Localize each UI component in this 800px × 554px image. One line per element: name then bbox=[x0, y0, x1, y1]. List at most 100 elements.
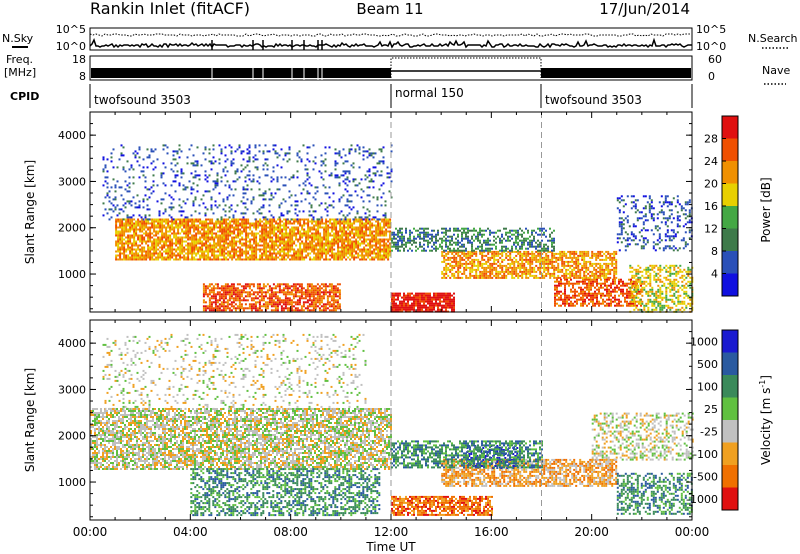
heatmap-cell bbox=[271, 248, 274, 251]
heatmap-cell bbox=[175, 242, 178, 245]
heatmap-cell bbox=[577, 270, 580, 273]
heatmap-cell bbox=[253, 224, 256, 227]
heatmap-cell bbox=[407, 308, 409, 311]
heatmap-cell bbox=[259, 218, 262, 221]
heatmap-cell bbox=[415, 302, 417, 305]
heatmap-cell bbox=[503, 258, 506, 261]
heatmap-cell bbox=[318, 297, 321, 300]
heatmap-cell bbox=[191, 226, 194, 229]
heatmap-cell bbox=[563, 252, 566, 255]
heatmap-cell bbox=[229, 234, 232, 237]
heatmap-cell bbox=[545, 262, 548, 265]
heatmap-cell bbox=[202, 289, 205, 292]
heatmap-cell bbox=[375, 242, 378, 245]
heatmap-cell bbox=[258, 287, 261, 290]
heatmap-cell bbox=[245, 254, 248, 257]
heatmap-cell bbox=[445, 302, 447, 305]
heatmap-cell bbox=[569, 270, 572, 273]
heatmap-cell bbox=[332, 309, 335, 312]
heatmap-cell bbox=[437, 302, 439, 305]
heatmap-cell bbox=[173, 220, 176, 223]
heatmap-cell bbox=[314, 285, 317, 288]
heatmap-cell bbox=[239, 258, 242, 261]
heatmap-cell bbox=[277, 246, 280, 249]
heatmap-cell bbox=[467, 254, 470, 257]
heatmap-cell bbox=[568, 294, 570, 297]
heatmap-cell bbox=[592, 298, 594, 301]
heatmap-cell bbox=[259, 230, 262, 233]
heatmap-cell bbox=[307, 238, 310, 241]
heatmap-cell bbox=[269, 230, 272, 233]
heatmap-cell bbox=[347, 218, 350, 221]
heatmap-cell bbox=[539, 252, 542, 255]
heatmap-cell bbox=[307, 222, 310, 225]
heatmap-cell bbox=[283, 256, 286, 259]
heatmap-cell bbox=[269, 228, 272, 231]
heatmap-cell bbox=[197, 242, 200, 245]
station-title: Rankin Inlet (fitACF) bbox=[90, 0, 250, 18]
heatmap-cell bbox=[317, 232, 320, 235]
heatmap-cell bbox=[215, 242, 218, 245]
heatmap-cell bbox=[251, 258, 254, 261]
cpid-label: CPID bbox=[10, 90, 39, 103]
heatmap-cell bbox=[175, 226, 178, 229]
heatmap-cell bbox=[321, 236, 324, 239]
heatmap-cell bbox=[143, 248, 146, 251]
heatmap-cell bbox=[222, 299, 225, 302]
heatmap-cell bbox=[570, 296, 572, 299]
heatmap-cell bbox=[401, 302, 403, 305]
heatmap-cell bbox=[147, 246, 150, 249]
heatmap-cell bbox=[335, 238, 338, 241]
heatmap-cell bbox=[359, 222, 362, 225]
heatmap-cell bbox=[204, 293, 207, 296]
heatmap-cell bbox=[232, 194, 235, 197]
heatmap-cell bbox=[377, 254, 380, 257]
heatmap-cell bbox=[139, 256, 142, 259]
heatmap-cell bbox=[238, 146, 241, 149]
heatmap-cell bbox=[199, 254, 202, 257]
heatmap-cell bbox=[365, 240, 368, 243]
heatmap-cell bbox=[319, 246, 322, 249]
heatmap-cell bbox=[255, 228, 258, 231]
heatmap-cell bbox=[290, 299, 293, 302]
heatmap-cell bbox=[255, 222, 258, 225]
heatmap-cell bbox=[214, 297, 217, 300]
heatmap-cell bbox=[611, 264, 614, 267]
heatmap-cell bbox=[330, 295, 333, 298]
heatmap-cell bbox=[139, 244, 142, 247]
heatmap-cell bbox=[266, 291, 269, 294]
heatmap-cell bbox=[129, 246, 132, 249]
heatmap-cell bbox=[479, 260, 482, 263]
heatmap-cell bbox=[293, 252, 296, 255]
heatmap-cell bbox=[559, 250, 562, 253]
heatmap-cell bbox=[529, 274, 532, 277]
heatmap-cell bbox=[148, 218, 151, 221]
heatmap-cell bbox=[234, 309, 237, 312]
heatmap-cell bbox=[345, 254, 348, 257]
heatmap-cell bbox=[525, 258, 528, 261]
heatmap-cell bbox=[179, 238, 182, 241]
heatmap-cell bbox=[167, 224, 170, 227]
heatmap-cell bbox=[607, 272, 610, 275]
heatmap-cell bbox=[618, 302, 620, 305]
heatmap-cell bbox=[123, 234, 126, 237]
heatmap-cell bbox=[313, 258, 316, 261]
heatmap-cell bbox=[403, 304, 405, 307]
heatmap-cell bbox=[181, 224, 184, 227]
heatmap-cell bbox=[529, 256, 532, 259]
heatmap-cell bbox=[391, 294, 393, 297]
heatmap-cell bbox=[423, 292, 425, 295]
heatmap-cell bbox=[270, 309, 273, 312]
heatmap-cell bbox=[278, 299, 281, 302]
heatmap-cell bbox=[149, 246, 152, 249]
heatmap-cell bbox=[232, 293, 235, 296]
heatmap-cell bbox=[259, 234, 262, 237]
heatmap-cell bbox=[331, 242, 334, 245]
heatmap-cell bbox=[297, 232, 300, 235]
heatmap-cell bbox=[152, 168, 155, 171]
heatmap-cell bbox=[608, 296, 610, 299]
heatmap-cell bbox=[566, 302, 568, 305]
heatmap-cell bbox=[439, 294, 441, 297]
heatmap-cell bbox=[191, 242, 194, 245]
heatmap-cell bbox=[229, 228, 232, 231]
